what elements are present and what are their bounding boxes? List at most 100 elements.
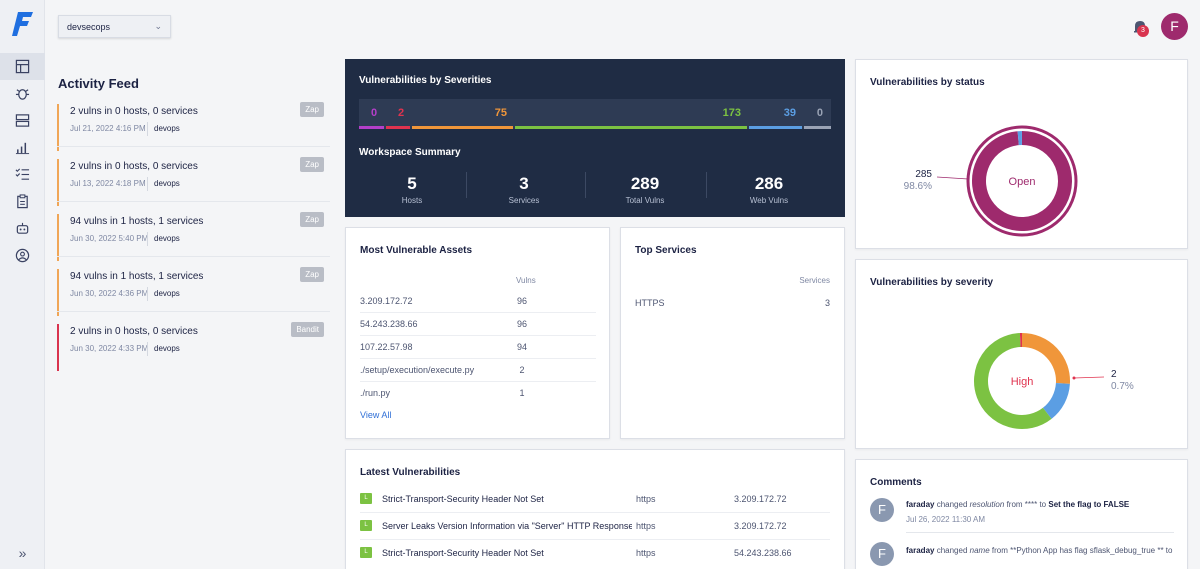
feed-item[interactable]: 94 vulns in 1 hosts, 1 services Jun 30, …	[57, 212, 330, 261]
divider	[906, 532, 1174, 533]
collapse-sidebar-button[interactable]: »	[18, 545, 27, 561]
asset-vulns: 2	[519, 365, 525, 375]
feed-item[interactable]: 94 vulns in 1 hosts, 1 services Jun 30, …	[57, 267, 330, 316]
table-row[interactable]: ./run.py 1	[360, 383, 596, 405]
feed-item[interactable]: 2 vulns in 0 hosts, 0 services Jul 21, 2…	[57, 102, 330, 151]
vuln-ip: 54.243.238.66	[734, 548, 792, 558]
stat-label: Hosts	[401, 196, 423, 205]
nav-automation[interactable]	[0, 215, 45, 242]
severity-segment-unclassified[interactable]: 0	[804, 99, 831, 129]
feed-item[interactable]: 2 vulns in 0 hosts, 0 services Jun 30, 2…	[57, 322, 330, 371]
severity-segment-critical[interactable]: 0	[359, 99, 384, 129]
status-arc-open[interactable]	[972, 131, 1072, 231]
table-row[interactable]: L Strict-Transport-Security Header Not S…	[360, 486, 830, 513]
severity-value: 2	[398, 107, 405, 119]
latest-title: Latest Vulnerabilities	[360, 467, 461, 478]
chevron-down-icon: ⌄	[154, 21, 162, 31]
severity-segment-info[interactable]: 39	[749, 99, 802, 129]
status-center-label: Open	[1009, 176, 1036, 188]
faraday-logo[interactable]	[12, 10, 34, 38]
status-callout-dot	[966, 177, 970, 181]
stat-label: Web Vulns	[749, 196, 789, 205]
severity-value: 75	[494, 107, 507, 119]
severity-segment-low[interactable]: 173	[515, 99, 747, 129]
nav-hosts[interactable]	[0, 107, 45, 134]
divider	[57, 311, 330, 312]
most-vulnerable-assets-card: Most Vulnerable Assets Vulns 3.209.172.7…	[345, 227, 610, 439]
severity-arc-2[interactable]	[974, 333, 1052, 429]
table-row[interactable]: L Server Leaks Version Information via "…	[360, 513, 830, 540]
table-row[interactable]: 54.243.238.66 96	[360, 314, 596, 336]
severity-arc-1[interactable]	[1042, 382, 1070, 419]
feed-item[interactable]: 2 vulns in 0 hosts, 0 services Jul 13, 2…	[57, 157, 330, 206]
latest-vulnerabilities-card: Latest Vulnerabilities L Strict-Transpor…	[345, 449, 845, 569]
severity-value: 39	[783, 107, 796, 119]
nav-users[interactable]	[0, 242, 45, 269]
comment-action: changed	[936, 546, 968, 555]
feed-item-text: 94 vulns in 1 hosts, 1 services	[70, 216, 204, 227]
comment-avatar: F	[870, 542, 894, 566]
table-row[interactable]: ./setup/execution/execute.py 2	[360, 360, 596, 382]
comment-avatar: F	[870, 498, 894, 522]
divider	[57, 256, 330, 257]
status-callout-pct: 98.6%	[904, 181, 932, 192]
severity-donut-chart: High 2 0.7%	[974, 332, 1134, 429]
vuln-ip: 3.209.172.72	[734, 494, 787, 504]
server-icon	[15, 114, 30, 127]
assets-title: Most Vulnerable Assets	[360, 245, 473, 256]
stat-total-vulns[interactable]: 289 Total Vulns	[585, 174, 705, 205]
table-row[interactable]: L Strict-Transport-Security Header Not S…	[360, 540, 830, 567]
table-row[interactable]: 3.209.172.72 96	[360, 291, 596, 313]
workspace-summary-title: Workspace Summary	[359, 147, 461, 158]
asset-name: 107.22.57.98	[360, 342, 413, 352]
view-all-link[interactable]: View All	[360, 410, 392, 420]
stat-value: 3	[519, 174, 529, 193]
clipboard-icon	[17, 194, 28, 209]
feed-item-date: Jul 13, 2022 4:18 PM	[70, 179, 146, 188]
stat-web-vulns[interactable]: 286 Web Vulns	[709, 174, 829, 205]
feed-item-user: devops	[147, 122, 180, 136]
asset-vulns: 1	[519, 388, 525, 398]
sidebar: »	[0, 0, 45, 569]
severity-chart-title: Vulnerabilities by severity	[870, 277, 994, 288]
severity-callout-pct: 0.7%	[1111, 381, 1134, 392]
comment-field: resolution	[969, 500, 1005, 509]
feed-item-tool-tag: Zap	[300, 212, 324, 227]
nav-analytics[interactable]	[0, 134, 45, 161]
severity-callout-value: 2	[1111, 369, 1117, 380]
stat-services[interactable]: 3 Services	[464, 174, 584, 205]
feed-item-user: devops	[147, 177, 180, 191]
status-callout-value: 285	[915, 169, 932, 180]
severity-arc-0[interactable]	[1021, 333, 1070, 384]
severity-segment-medium[interactable]: 75	[412, 99, 513, 129]
vuln-protocol: https	[636, 521, 656, 531]
comment-author: faraday	[906, 546, 935, 555]
feed-item-user: devops	[147, 287, 180, 301]
service-name[interactable]: HTTPS	[635, 298, 665, 308]
feed-item-date: Jul 21, 2022 4:16 PM	[70, 124, 146, 133]
user-avatar[interactable]: F	[1161, 13, 1188, 40]
vuln-name: Strict-Transport-Security Header Not Set	[382, 494, 544, 504]
nav-tasks[interactable]	[0, 161, 45, 188]
nav-dashboard[interactable]	[0, 53, 45, 80]
stat-value: 289	[630, 174, 660, 193]
service-count: 3	[824, 298, 830, 308]
feed-item-text: 94 vulns in 1 hosts, 1 services	[70, 271, 204, 282]
severities-card: Vulnerabilities by Severities 0 2 75 173…	[345, 59, 845, 217]
severity-arcs	[974, 332, 1070, 429]
feed-item-text: 2 vulns in 0 hosts, 0 services	[70, 106, 198, 117]
workspace-select[interactable]: devsecops ⌄	[58, 15, 171, 38]
table-row[interactable]: 107.22.57.98 94	[360, 337, 596, 359]
comment-text[interactable]: faraday changed name from **Python App h…	[906, 546, 1176, 555]
divider	[57, 146, 330, 147]
feed-item-tool-tag: Zap	[300, 102, 324, 117]
severity-segment-high[interactable]: 2	[386, 99, 410, 129]
asset-vulns: 96	[516, 296, 527, 306]
comment-text[interactable]: faraday changed resolution from **** to …	[906, 500, 1129, 509]
vulns-by-status-card: Vulnerabilities by status Open 285 98.6%	[855, 59, 1188, 249]
stat-hosts[interactable]: 5 Hosts	[352, 174, 472, 205]
severity-badge: L	[360, 520, 372, 531]
severity-badge: L	[360, 547, 372, 558]
nav-reports[interactable]	[0, 188, 45, 215]
nav-vulnerabilities[interactable]	[0, 80, 45, 107]
